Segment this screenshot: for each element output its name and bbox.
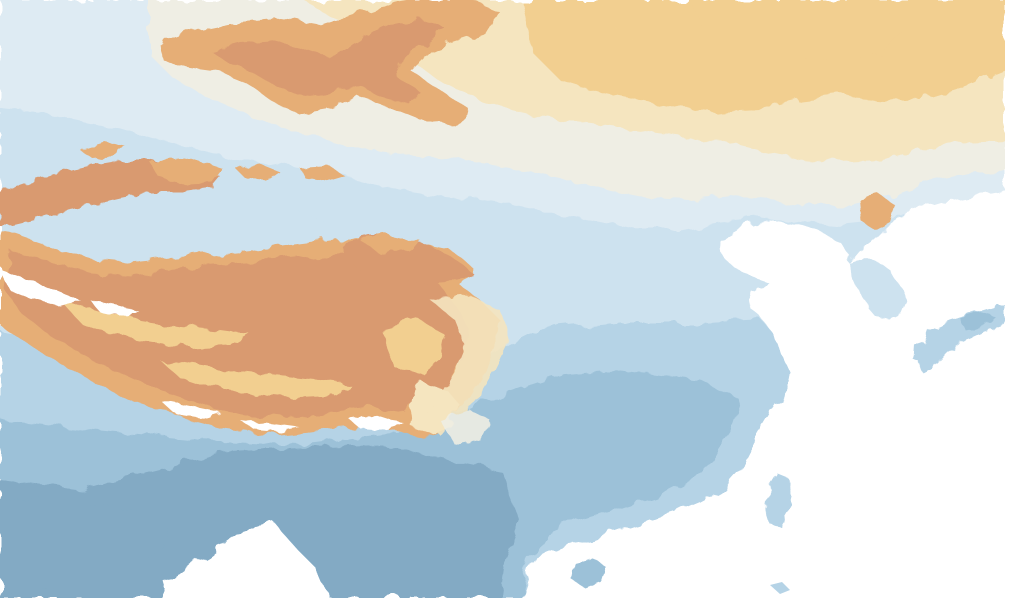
tian-shan-range [0, 142, 345, 226]
qaidam-highland [340, 234, 470, 284]
tibetan-plateau [0, 230, 500, 436]
yunnan-highland [425, 295, 510, 445]
taiwan-island [765, 474, 792, 526]
korean-peninsula [848, 256, 905, 318]
himalaya-snow [0, 270, 405, 432]
altai-highlands [160, 0, 895, 230]
raster-edge [1005, 0, 1010, 598]
north-plateau [0, 0, 1005, 230]
bohai-sea [720, 220, 850, 282]
japan-islands [914, 305, 1005, 372]
hainan-island [572, 558, 605, 588]
small-islands [770, 582, 790, 594]
